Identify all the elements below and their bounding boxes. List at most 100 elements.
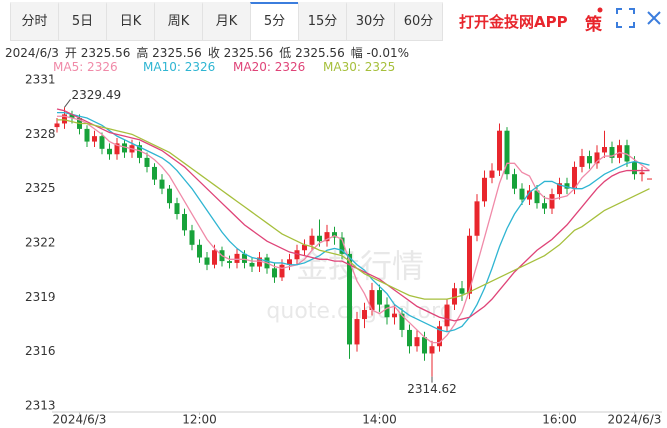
- candle-body: [197, 244, 202, 258]
- candle-body: [617, 145, 622, 158]
- candle-body: [534, 190, 540, 204]
- candle-body: [204, 257, 210, 265]
- y-tick-label: 2328: [25, 127, 56, 141]
- legend-entry: MA30: 2325: [323, 60, 396, 74]
- candle-body: [639, 172, 645, 175]
- candle-body: [459, 288, 465, 294]
- ma-line: [57, 119, 650, 300]
- tab[interactable]: 5日: [58, 2, 107, 41]
- candle-body: [62, 114, 67, 124]
- x-tick-label: 16:00: [542, 413, 577, 427]
- candle-body: [377, 290, 382, 305]
- y-tick-label: 2331: [25, 73, 56, 87]
- candle-body: [122, 143, 127, 153]
- candle-body: [249, 262, 255, 267]
- candle-body: [107, 148, 112, 155]
- candle-body: [632, 161, 637, 175]
- info-item: 高 2325.56: [136, 46, 202, 60]
- info-item: 幅 -0.01%: [350, 46, 409, 60]
- candle-body: [489, 170, 495, 178]
- candle-body: [384, 304, 390, 318]
- tab[interactable]: 15分: [298, 2, 347, 41]
- candle-body: [579, 156, 585, 167]
- x-tick-label: 12:00: [182, 413, 217, 427]
- candle-body: [497, 130, 502, 171]
- candle-body: [234, 253, 240, 263]
- candle-body: [302, 244, 307, 251]
- candle-body: [512, 174, 517, 189]
- x-tick-label: 2024/6/3: [53, 413, 107, 427]
- watermark: 金投行情: [296, 247, 424, 285]
- tab[interactable]: 月K: [202, 2, 251, 41]
- watermark: quote.cngold.org: [266, 299, 453, 324]
- candle-body: [137, 145, 142, 158]
- candle-body: [189, 230, 195, 245]
- candle-body: [414, 337, 420, 347]
- candle-body: [174, 203, 180, 215]
- candle-body: [279, 264, 285, 278]
- candle-body: [152, 166, 157, 180]
- candle-body: [287, 259, 292, 265]
- tab[interactable]: 60分: [394, 2, 443, 41]
- candle-body: [647, 178, 652, 180]
- candle-body: [69, 114, 75, 119]
- candle-body: [564, 183, 570, 189]
- candle-body: [444, 304, 450, 327]
- candle-body: [542, 203, 547, 209]
- candle-body: [144, 157, 150, 167]
- candle-body: [429, 346, 435, 354]
- candle-body: [437, 326, 442, 347]
- candle-body: [392, 313, 397, 318]
- tab[interactable]: 分时: [10, 2, 59, 41]
- info-date: 2024/6/3: [5, 46, 59, 60]
- candle-body: [84, 128, 90, 142]
- candle-body: [167, 188, 172, 204]
- candle-body: [332, 232, 337, 238]
- tab[interactable]: 日K: [106, 2, 155, 41]
- candle-body: [354, 319, 360, 345]
- tab[interactable]: 30分: [346, 2, 395, 41]
- high-label: 2329.49: [72, 88, 122, 102]
- candle-body: [182, 214, 187, 231]
- strategy-icon[interactable]: 策: [585, 15, 602, 35]
- app-link[interactable]: 打开金投网APP: [459, 13, 568, 31]
- candle-body: [317, 235, 322, 242]
- ma-line: [57, 115, 650, 344]
- candle-body: [54, 123, 60, 128]
- info-bar: 2024/6/3 开 2325.56 高 2325.56 收 2325.56 低 232…: [5, 44, 415, 61]
- candle-body: [407, 329, 412, 347]
- candle-body: [467, 235, 472, 294]
- info-item: 低 2325.56: [279, 46, 345, 60]
- candle-body: [602, 147, 607, 153]
- candle-body: [624, 145, 630, 162]
- candle-body: [294, 250, 300, 260]
- legend-entry: MA10: 2326: [143, 60, 216, 74]
- y-tick-label: 2319: [25, 290, 56, 304]
- candle-body: [369, 290, 375, 311]
- info-item: 开 2325.56: [64, 46, 131, 60]
- y-tick-label: 2313: [25, 399, 56, 413]
- y-tick-label: 2316: [25, 344, 56, 358]
- candle-body: [587, 156, 592, 164]
- legend: MA5: 2326 MA10: 2326 MA20: 2326 MA30: 2325: [53, 60, 413, 74]
- low-label: 2314.62: [407, 382, 457, 396]
- candle-body: [242, 253, 247, 263]
- candle-body: [362, 310, 367, 320]
- tab[interactable]: 5分: [250, 2, 299, 41]
- candle-body: [99, 136, 105, 149]
- candle-body: [609, 147, 615, 158]
- candle-body: [572, 166, 577, 189]
- candle-body: [504, 130, 510, 175]
- candle-body: [324, 232, 330, 242]
- candle-body: [347, 253, 352, 345]
- candle-body: [309, 235, 315, 245]
- candle-body: [452, 288, 457, 305]
- tab[interactable]: 周K: [154, 2, 203, 41]
- candle-body: [557, 183, 562, 195]
- legend-entry: MA5: 2326: [53, 60, 118, 74]
- candle-body: [482, 177, 487, 202]
- x-tick-label: 14:00: [362, 413, 397, 427]
- candle-body: [159, 179, 165, 189]
